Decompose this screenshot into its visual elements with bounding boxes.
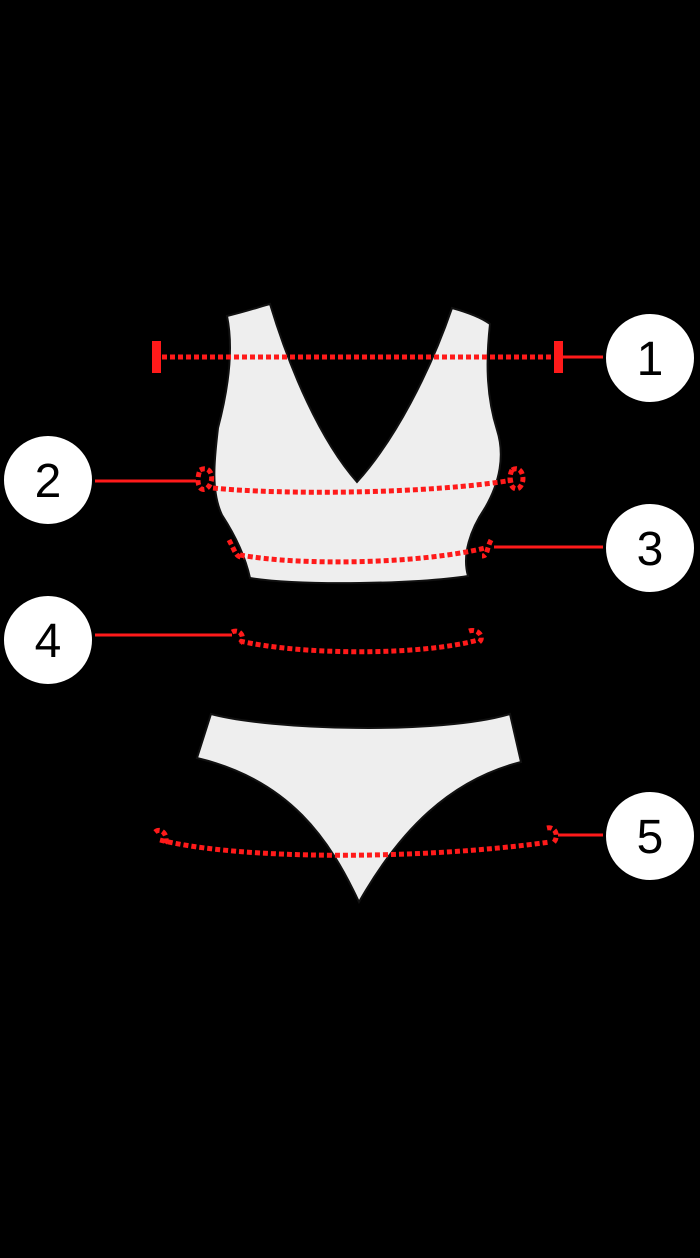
measure-line-2 [95,466,526,495]
marker-badge-1: 1 [604,312,696,404]
bikini-bottom-shape [195,712,523,905]
marker-label-1: 1 [637,333,664,386]
marker-label-5: 5 [637,811,664,864]
measure-line-4 [95,627,484,655]
marker-badge-5: 5 [604,790,696,882]
marker-label-3: 3 [637,523,664,576]
marker-badge-4: 4 [2,594,94,686]
measure-line-5 [153,825,603,858]
measure-line-1 [152,341,603,373]
marker-badge-2: 2 [2,434,94,526]
marker-label-2: 2 [35,455,62,508]
marker-label-4: 4 [35,615,62,668]
bra-top-shape [213,302,502,585]
marker-badge-3: 3 [604,502,696,594]
measure-line-3 [226,538,603,565]
